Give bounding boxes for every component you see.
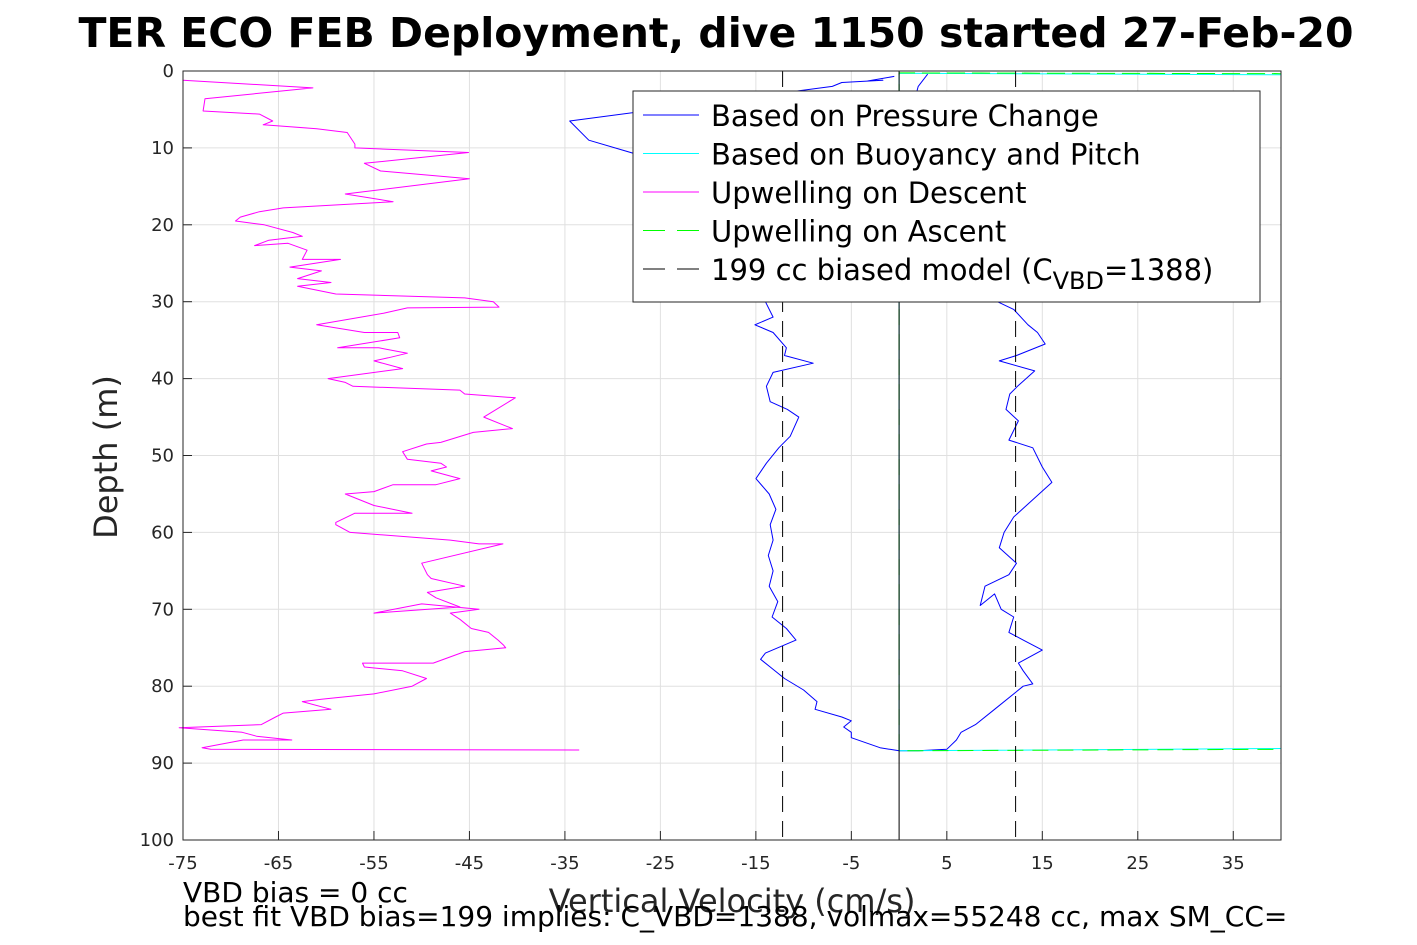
footer-vbd-bias: VBD bias = 0 cc — [183, 876, 408, 909]
legend-label-text: 199 cc biased model (C — [711, 253, 1053, 287]
x-tick-label: 35 — [1222, 853, 1245, 874]
x-tick-label: -35 — [550, 853, 579, 874]
x-axis-label: Vertical Velocity (cm/s) — [549, 882, 916, 920]
x-tick-label: 25 — [1126, 853, 1149, 874]
y-tick-label: 60 — [151, 522, 174, 543]
y-tick-label: 20 — [151, 215, 174, 236]
legend: Based on Pressure Change Based on Buoyanc… — [632, 90, 1261, 303]
y-tick-label: 0 — [163, 61, 174, 82]
legend-label-suffix: =1388) — [1104, 253, 1213, 287]
x-tick-label: -25 — [646, 853, 675, 874]
tick-marks — [182, 70, 1234, 841]
x-tick-label: -75 — [168, 853, 197, 874]
legend-label: 199 cc biased model (CVBD=1388) — [711, 253, 1213, 295]
legend-label-text: Based on Buoyancy and Pitch — [711, 138, 1141, 172]
x-tick-label: 5 — [941, 853, 952, 874]
y-tick-label: 100 — [140, 830, 174, 851]
y-tick-label: 80 — [151, 676, 174, 697]
footer-best-fit: best fit VBD bias=199 implies: C_VBD=138… — [183, 900, 1288, 933]
y-tick-label: 30 — [151, 292, 174, 313]
x-tick-label: -65 — [264, 853, 293, 874]
y-tick-label: 40 — [151, 369, 174, 390]
legend-label: Upwelling on Ascent — [711, 215, 1006, 249]
x-tick-label: -45 — [455, 853, 484, 874]
legend-label-text: Upwelling on Descent — [711, 176, 1027, 210]
y-axis-label: Depth (m) — [87, 375, 125, 539]
legend-label: Based on Buoyancy and Pitch — [711, 138, 1141, 172]
y-tick-label: 10 — [151, 138, 174, 159]
x-tick-label: -5 — [842, 853, 860, 874]
x-tick-label: -55 — [359, 853, 388, 874]
legend-label-subscript: VBD — [1053, 267, 1104, 295]
x-tick-labels: -75 -65 -55 -45 -35 -25 -15 -5 5 15 25 35 — [168, 853, 1244, 874]
y-tick-labels: 0 10 20 30 40 50 60 70 80 90 100 — [140, 61, 174, 851]
y-tick-label: 50 — [151, 446, 174, 467]
y-tick-label: 90 — [151, 753, 174, 774]
chart-title: TER ECO FEB Deployment, dive 1150 starte… — [78, 9, 1353, 57]
legend-label: Upwelling on Descent — [711, 176, 1027, 210]
x-tick-label: 15 — [1031, 853, 1054, 874]
series-line-based-on-pressure-change — [569, 73, 1053, 752]
legend-label: Based on Pressure Change — [711, 99, 1099, 133]
x-tick-label: -15 — [741, 853, 770, 874]
series-line-upwelling-on-descent — [178, 79, 580, 751]
legend-label-text: Upwelling on Ascent — [711, 215, 1006, 249]
y-tick-label: 70 — [151, 599, 174, 620]
legend-label-text: Based on Pressure Change — [711, 99, 1099, 133]
legend-box — [632, 90, 1261, 303]
